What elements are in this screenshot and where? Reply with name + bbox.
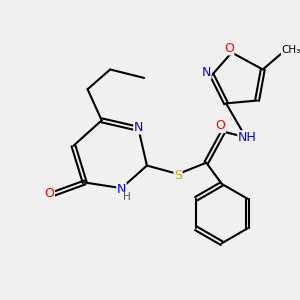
Text: CH₃: CH₃ bbox=[281, 45, 300, 55]
Text: O: O bbox=[224, 42, 234, 55]
Text: O: O bbox=[215, 119, 225, 133]
Text: O: O bbox=[44, 187, 54, 200]
Text: S: S bbox=[174, 169, 182, 182]
Text: N: N bbox=[202, 66, 211, 79]
Text: N: N bbox=[134, 121, 143, 134]
Text: N: N bbox=[117, 183, 126, 196]
Text: NH: NH bbox=[238, 131, 256, 144]
Text: H: H bbox=[123, 192, 131, 202]
